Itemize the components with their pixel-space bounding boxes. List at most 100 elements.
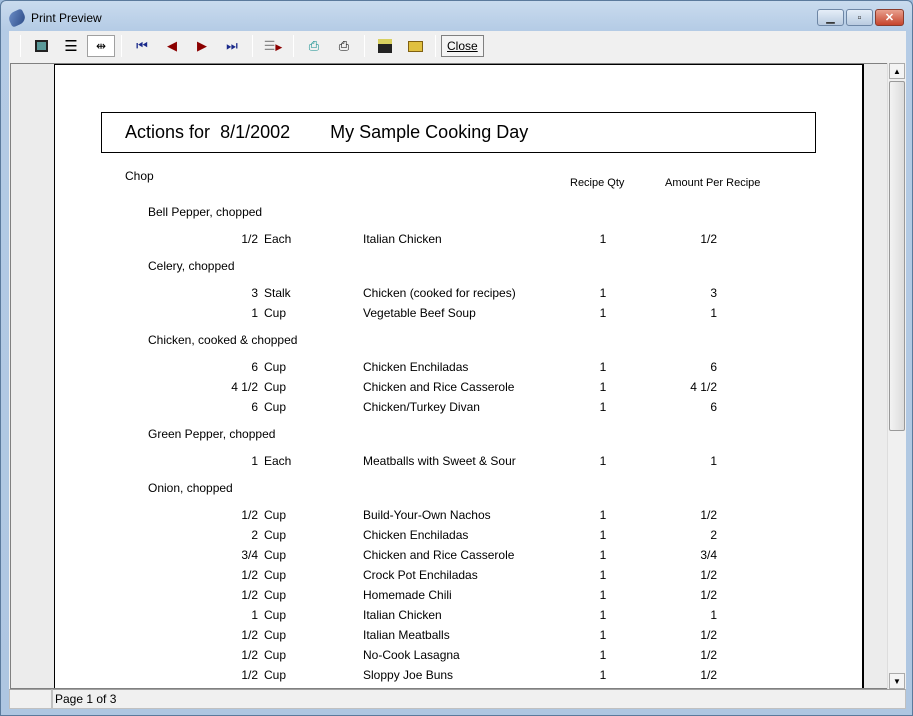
quantity-cell: 1/2 bbox=[241, 588, 258, 602]
open-icon bbox=[407, 40, 423, 52]
quantity-cell: 1/2 bbox=[241, 648, 258, 662]
quantity-cell: 1/2 bbox=[241, 232, 258, 246]
last-page-icon: ⏭ bbox=[226, 38, 238, 53]
go-to-page-button[interactable]: ☰▶ bbox=[259, 35, 287, 57]
page-indicator: Page 1 of 3 bbox=[52, 689, 906, 709]
recipe-cell: Sloppy Joe Buns bbox=[363, 668, 454, 682]
unit-cell: Cup bbox=[264, 648, 287, 662]
table-row: 1/2 Cup No-Cook Lasagna 1 1/2 bbox=[55, 645, 855, 665]
unit-cell: Each bbox=[264, 454, 292, 468]
previous-page-button[interactable]: ◀ bbox=[158, 35, 186, 57]
recipe-qty-cell: 1 bbox=[599, 380, 607, 394]
toolbar: ☰ ⇹ ⏮ ◀ ▶ ⏭ ☰▶ ⎙ ⎙ Close bbox=[9, 31, 906, 61]
unit-cell: Stalk bbox=[264, 286, 291, 300]
table-row: 1 Cup Italian Chicken 1 1 bbox=[55, 605, 855, 625]
recipe-qty-cell: 1 bbox=[599, 648, 607, 662]
quantity-cell: 1/2 bbox=[241, 568, 258, 582]
column-amount-per-recipe: Amount Per Recipe bbox=[665, 177, 761, 189]
quantity-cell: 1 bbox=[251, 608, 258, 622]
unit-cell: Cup bbox=[264, 588, 287, 602]
recipe-cell: Italian Chicken bbox=[363, 608, 442, 622]
table-row: 1/2 Cup Italian Meatballs 1 1/2 bbox=[55, 625, 855, 645]
first-page-icon: ⏮ bbox=[136, 38, 148, 53]
table-row: 6 Cup Chicken/Turkey Divan 1 6 bbox=[55, 397, 855, 417]
quantity-cell: 1/2 bbox=[241, 668, 258, 682]
recipe-cell: Italian Meatballs bbox=[363, 628, 450, 642]
amount-per-recipe-cell: 1/2 bbox=[700, 232, 717, 246]
amount-per-recipe-cell: 1/2 bbox=[700, 628, 717, 642]
minimize-button[interactable]: ▁ bbox=[817, 9, 844, 26]
last-page-button[interactable]: ⏭ bbox=[218, 35, 246, 57]
recipe-qty-cell: 1 bbox=[599, 528, 607, 542]
amount-per-recipe-cell: 1/2 bbox=[700, 668, 717, 682]
title-bar: Print Preview bbox=[6, 7, 102, 29]
quantity-cell: 6 bbox=[251, 360, 258, 374]
unit-cell: Cup bbox=[264, 380, 287, 394]
table-row: 1/2 Cup Crock Pot Enchiladas 1 1/2 bbox=[55, 565, 855, 585]
go-to-page-icon: ☰▶ bbox=[263, 38, 283, 53]
first-page-button[interactable]: ⏮ bbox=[128, 35, 156, 57]
recipe-cell: Crock Pot Enchiladas bbox=[363, 568, 478, 582]
unit-cell: Cup bbox=[264, 668, 287, 682]
amount-per-recipe-cell: 1/2 bbox=[700, 648, 717, 662]
table-row: 1/2 Cup Homemade Chili 1 1/2 bbox=[55, 585, 855, 605]
amount-per-recipe-cell: 1/2 bbox=[700, 508, 717, 522]
next-page-button[interactable]: ▶ bbox=[188, 35, 216, 57]
unit-cell: Cup bbox=[264, 360, 287, 374]
one-page-button[interactable] bbox=[27, 35, 55, 57]
recipe-qty-cell: 1 bbox=[599, 286, 607, 300]
quantity-cell: 1 bbox=[251, 306, 258, 320]
amount-per-recipe-cell: 2 bbox=[710, 528, 717, 542]
quantity-cell: 3 bbox=[251, 286, 258, 300]
recipe-qty-cell: 1 bbox=[599, 628, 607, 642]
quantity-cell: 4 1/2 bbox=[231, 380, 258, 394]
ingredient-name: Bell Pepper, chopped bbox=[148, 205, 263, 219]
header-prefix: Actions for bbox=[125, 122, 211, 142]
scrollbar-thumb[interactable] bbox=[889, 81, 905, 431]
recipe-cell: Vegetable Beef Soup bbox=[363, 306, 476, 320]
recipe-qty-cell: 1 bbox=[599, 232, 607, 246]
status-bar: Page 1 of 3 bbox=[9, 689, 906, 709]
unit-cell: Cup bbox=[264, 628, 287, 642]
page-width-icon: ⇹ bbox=[95, 39, 107, 53]
window-title: Print Preview bbox=[31, 11, 102, 25]
unit-cell: Cup bbox=[264, 608, 287, 622]
open-button[interactable] bbox=[401, 35, 429, 57]
scroll-down-arrow-icon[interactable]: ▼ bbox=[889, 673, 905, 689]
scroll-up-arrow-icon[interactable]: ▲ bbox=[889, 63, 905, 79]
recipe-cell: Italian Chicken bbox=[363, 232, 442, 246]
save-button[interactable] bbox=[371, 35, 399, 57]
column-recipe-qty: Recipe Qty bbox=[570, 177, 625, 189]
report-body: Bell Pepper, chopped 1/2 Each Italian Chick… bbox=[55, 195, 855, 688]
amount-per-recipe-cell: 1/2 bbox=[700, 568, 717, 582]
ingredient-group: Celery, chopped 3 Stalk Chicken (cooked for… bbox=[55, 256, 855, 323]
print-button[interactable]: ⎙ bbox=[330, 35, 358, 57]
ingredient-group: Onion, chopped 1/2 Cup Build-Your-Own Nacho… bbox=[55, 478, 855, 688]
print-setup-button[interactable]: ⎙ bbox=[300, 35, 328, 57]
unit-cell: Cup bbox=[264, 528, 287, 542]
unit-cell: Cup bbox=[264, 508, 287, 522]
recipe-qty-cell: 1 bbox=[599, 668, 607, 682]
table-row: 3 Stalk Chicken (cooked for recipes) 1 3 bbox=[55, 283, 855, 303]
two-pages-button[interactable]: ☰ bbox=[57, 35, 85, 57]
close-button[interactable]: Close bbox=[441, 35, 484, 57]
page-width-button[interactable]: ⇹ bbox=[87, 35, 115, 57]
previous-page-icon: ◀ bbox=[167, 38, 177, 53]
recipe-cell: Chicken and Rice Casserole bbox=[363, 548, 515, 562]
amount-per-recipe-cell: 1/2 bbox=[700, 588, 717, 602]
quantity-cell: 6 bbox=[251, 400, 258, 414]
close-window-button[interactable]: ✕ bbox=[875, 9, 904, 26]
recipe-qty-cell: 1 bbox=[599, 360, 607, 374]
ingredient-name: Celery, chopped bbox=[148, 259, 235, 273]
recipe-cell: Meatballs with Sweet & Sour bbox=[363, 454, 516, 468]
vertical-scrollbar[interactable]: ▲ ▼ bbox=[887, 63, 905, 689]
print-setup-icon: ⎙ bbox=[308, 38, 320, 53]
maximize-button[interactable]: ▫ bbox=[846, 9, 873, 26]
section-title: Chop bbox=[125, 169, 154, 183]
amount-per-recipe-cell: 1 bbox=[710, 306, 717, 320]
unit-cell: Cup bbox=[264, 400, 287, 414]
quantity-cell: 1/2 bbox=[241, 508, 258, 522]
two-pages-icon: ☰ bbox=[64, 38, 78, 55]
recipe-cell: Chicken Enchiladas bbox=[363, 360, 469, 374]
unit-cell: Cup bbox=[264, 306, 287, 320]
